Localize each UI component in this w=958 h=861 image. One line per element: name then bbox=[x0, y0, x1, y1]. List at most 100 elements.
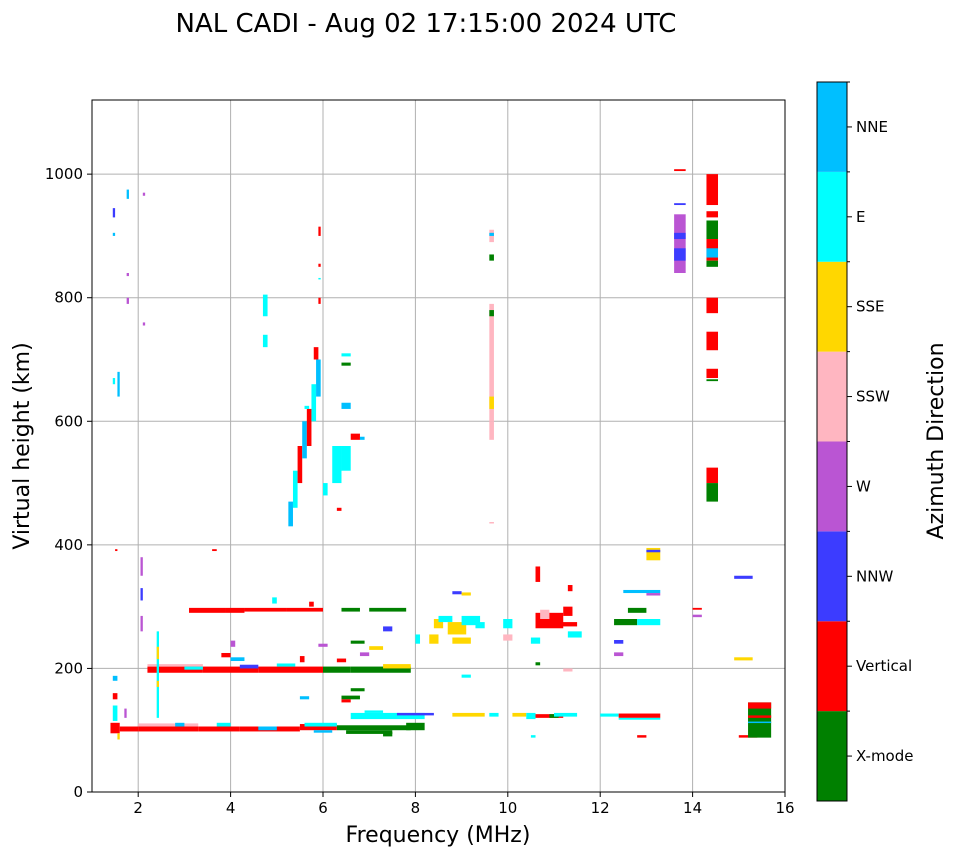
data-cell bbox=[748, 721, 772, 724]
data-cell bbox=[126, 273, 129, 277]
data-cell bbox=[262, 294, 268, 317]
data-cell bbox=[706, 211, 719, 218]
data-cell bbox=[475, 622, 485, 629]
data-cell bbox=[535, 662, 541, 666]
data-cell bbox=[350, 640, 365, 644]
data-cell bbox=[138, 723, 199, 727]
data-cell bbox=[383, 732, 393, 737]
data-cell bbox=[112, 675, 118, 681]
data-cell bbox=[156, 680, 159, 687]
colorbar-segment bbox=[817, 261, 847, 352]
x-tick-label: 14 bbox=[683, 799, 702, 817]
data-cell bbox=[369, 607, 407, 612]
chart-title: NAL CADI - Aug 02 17:15:00 2024 UTC bbox=[176, 9, 677, 39]
data-cell bbox=[461, 592, 471, 596]
data-cell bbox=[140, 557, 143, 576]
data-cell bbox=[350, 688, 365, 692]
data-cell bbox=[637, 619, 661, 626]
data-cell bbox=[614, 619, 638, 626]
data-cell bbox=[110, 722, 120, 734]
data-cell bbox=[311, 384, 317, 422]
data-cell bbox=[184, 666, 203, 670]
data-cell bbox=[540, 609, 550, 619]
y-axis-label: Virtual height (km) bbox=[10, 342, 35, 549]
data-cell bbox=[674, 169, 686, 172]
data-cell bbox=[119, 726, 139, 732]
data-cell bbox=[230, 640, 236, 647]
data-cell bbox=[383, 664, 411, 669]
data-cell bbox=[350, 712, 425, 720]
plot-frame bbox=[91, 99, 786, 793]
data-cell bbox=[202, 666, 259, 673]
colorbar-label: Azimuth Direction bbox=[924, 342, 949, 539]
data-cell bbox=[563, 668, 573, 672]
colorbar-segment bbox=[817, 531, 847, 622]
data-cell bbox=[618, 713, 661, 718]
data-cell bbox=[244, 607, 287, 612]
data-cell bbox=[706, 483, 719, 502]
data-cell bbox=[489, 712, 499, 717]
data-cell bbox=[674, 214, 686, 273]
data-cell bbox=[336, 658, 347, 663]
data-cell bbox=[156, 631, 159, 718]
data-cell bbox=[309, 601, 314, 607]
data-cell bbox=[452, 712, 485, 717]
data-cell bbox=[306, 408, 312, 446]
data-cell bbox=[288, 501, 293, 527]
data-cell bbox=[429, 634, 439, 644]
data-cell bbox=[346, 730, 393, 734]
data-cell bbox=[313, 730, 333, 733]
data-cell bbox=[313, 347, 319, 360]
data-cell bbox=[734, 657, 753, 661]
data-cell bbox=[646, 549, 661, 553]
data-cell bbox=[554, 712, 578, 717]
y-tick-label: 1000 bbox=[45, 165, 83, 183]
data-cell bbox=[706, 368, 719, 379]
data-cell bbox=[503, 634, 513, 641]
data-cell bbox=[512, 712, 527, 717]
data-cell bbox=[530, 637, 541, 644]
y-tick-label: 800 bbox=[54, 289, 83, 307]
x-tick-label: 4 bbox=[226, 799, 236, 817]
data-cell bbox=[646, 593, 661, 596]
x-tick-label: 16 bbox=[775, 799, 794, 817]
data-cell bbox=[748, 702, 772, 709]
data-cell bbox=[452, 637, 471, 644]
colorbar-segment bbox=[817, 82, 847, 172]
y-tick-label: 200 bbox=[54, 659, 83, 677]
data-cell bbox=[535, 566, 541, 582]
data-cell bbox=[262, 334, 268, 348]
data-cell bbox=[706, 331, 719, 351]
data-cell bbox=[489, 421, 494, 440]
colorbar-tick-label: E bbox=[856, 208, 865, 226]
data-cell bbox=[674, 232, 686, 240]
data-cell bbox=[297, 446, 303, 484]
data-cell bbox=[221, 652, 231, 658]
data-cell bbox=[316, 359, 321, 397]
colorbar-frame bbox=[816, 81, 848, 802]
data-cell bbox=[452, 591, 462, 595]
data-cell bbox=[530, 735, 536, 738]
data-cell bbox=[350, 666, 411, 673]
data-cell bbox=[112, 378, 116, 385]
data-cell bbox=[692, 607, 702, 610]
data-cell bbox=[567, 585, 573, 592]
data-cell bbox=[341, 699, 351, 703]
data-cell bbox=[323, 666, 351, 673]
data-cell bbox=[142, 192, 146, 196]
y-tick-label: 0 bbox=[73, 783, 83, 801]
data-cell bbox=[567, 631, 582, 638]
data-cell bbox=[117, 733, 120, 740]
data-cell bbox=[438, 615, 453, 623]
data-cell bbox=[189, 607, 226, 613]
colorbar-tick-label: W bbox=[856, 477, 871, 495]
data-cell bbox=[299, 724, 337, 731]
data-cell bbox=[138, 726, 199, 732]
data-cell bbox=[341, 353, 351, 357]
data-cell bbox=[117, 371, 120, 397]
data-cell bbox=[674, 248, 686, 261]
data-cell bbox=[112, 693, 118, 700]
data-cell bbox=[198, 726, 240, 732]
data-cell bbox=[706, 248, 719, 258]
data-cell bbox=[734, 575, 753, 579]
